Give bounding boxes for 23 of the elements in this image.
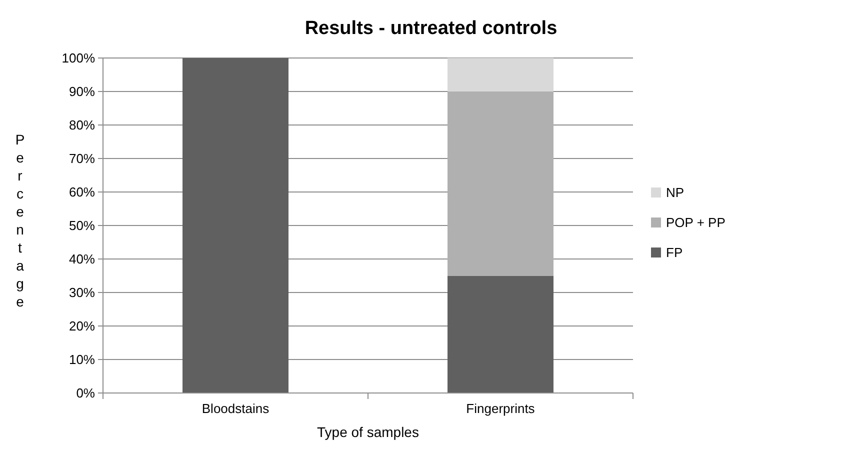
- y-tick-label: 100%: [62, 50, 96, 66]
- y-tick-label: 90%: [68, 84, 96, 100]
- legend-label: FP: [666, 245, 683, 260]
- text: Percentage: [15, 132, 25, 310]
- bar: [182, 58, 288, 393]
- chart-title: Results - untreated controls: [304, 18, 558, 39]
- y-tick-label: 20%: [68, 318, 96, 334]
- y-tick-label: 40%: [68, 252, 96, 267]
- y-tick-label: 30%: [68, 285, 96, 300]
- legend-label: NP: [666, 185, 684, 200]
- bar: [448, 92, 554, 276]
- y-tick-label: 50%: [68, 218, 96, 234]
- y-tick-label: 60%: [68, 184, 96, 200]
- x-axis-title: Type of samples: [317, 424, 419, 440]
- y-tick-label: 10%: [68, 352, 96, 368]
- y-tick-label: 80%: [68, 118, 96, 133]
- y-tick-label: 70%: [68, 151, 96, 166]
- y-tick-label: 0%: [76, 386, 96, 401]
- bar: [448, 276, 554, 393]
- bar: [448, 58, 554, 92]
- x-tick-label: Bloodstains: [202, 401, 270, 416]
- legend-label: POP + PP: [666, 215, 726, 230]
- x-tick-label: Fingerprints: [466, 401, 536, 416]
